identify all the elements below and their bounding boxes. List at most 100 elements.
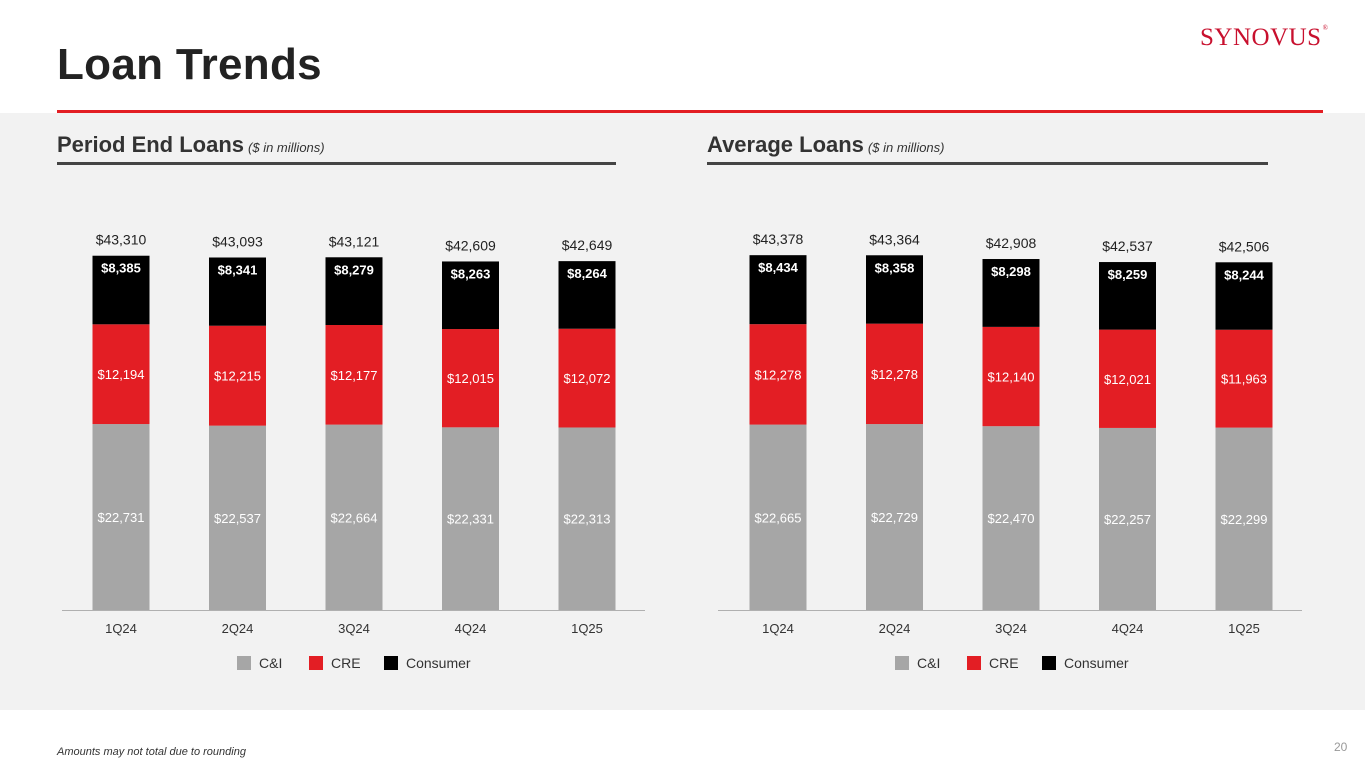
page-title: Loan Trends [57, 40, 322, 89]
period-end-legend-swatch-cni [237, 656, 251, 670]
period-end-legend-swatch-cre [309, 656, 323, 670]
average-tick-1q25: 1Q25 [1228, 621, 1260, 636]
average-bar-consumer-3q24 [982, 259, 1040, 327]
average-label-cni-1q25: $22,299 [1221, 512, 1268, 527]
average-legend-swatch-consumer [1042, 656, 1056, 670]
average-label-cre-2q24: $12,278 [871, 367, 918, 382]
period-end-total-2q24: $43,093 [212, 233, 263, 249]
average-label-cni-1q24: $22,665 [755, 510, 802, 525]
average-header: Average Loans ($ in millions) [707, 132, 1268, 165]
period-end-label-cre-1q25: $12,072 [564, 371, 611, 386]
period-end-bar-consumer-1q24 [92, 255, 150, 325]
period-end-label-cni-1q24: $22,731 [98, 510, 145, 525]
period-end-bar-consumer-2q24 [209, 257, 266, 326]
period-end-label-cni-2q24: $22,537 [214, 511, 261, 526]
period-end-bar-cre-3q24 [325, 325, 383, 425]
average-total-2q24: $43,364 [869, 231, 920, 247]
average-label-cni-4q24: $22,257 [1104, 512, 1151, 527]
average-bar-consumer-1q24 [749, 255, 807, 325]
average-label-cni-2q24: $22,729 [871, 510, 918, 525]
period-end-bar-consumer-1q25 [558, 261, 616, 329]
period-end-title: Period End Loans [57, 132, 245, 157]
period-end-bar-cni-4q24 [442, 427, 499, 610]
period-end-legend-label-consumer: Consumer [406, 655, 471, 671]
average-bar-cni-2q24 [866, 424, 923, 610]
average-label-consumer-1q24: $8,434 [758, 260, 799, 275]
period-end-label-cni-4q24: $22,331 [447, 512, 494, 527]
average-bar-cre-1q24 [749, 324, 807, 425]
average-tick-4q24: 4Q24 [1112, 621, 1144, 636]
period-end-label-cre-3q24: $12,177 [331, 368, 378, 383]
average-bar-consumer-2q24 [866, 255, 923, 324]
period-end-tick-4q24: 4Q24 [455, 621, 487, 636]
average-bar-cni-3q24 [982, 426, 1040, 610]
average-bar-cni-1q24 [749, 424, 807, 610]
period-end-bar-consumer-3q24 [325, 257, 383, 326]
period-end-bar-cni-1q25 [558, 427, 616, 610]
average-legend-swatch-cni [895, 656, 909, 670]
average-total-1q25: $42,506 [1219, 238, 1270, 254]
period-end-header: Period End Loans ($ in millions) [57, 132, 616, 165]
average-bar-cre-2q24 [866, 323, 923, 425]
period-end-subtitle: ($ in millions) [248, 140, 325, 155]
period-end-bar-cre-2q24 [209, 325, 266, 426]
period-end-tick-2q24: 2Q24 [222, 621, 254, 636]
period-end-bar-consumer-4q24 [442, 261, 499, 330]
period-end-label-cni-3q24: $22,664 [331, 510, 378, 525]
average-label-consumer-4q24: $8,259 [1108, 267, 1148, 282]
average-legend-label-cni: C&I [917, 655, 940, 671]
period-end-total-1q24: $43,310 [96, 232, 147, 248]
synovus-logo: Synovus® [1200, 24, 1328, 52]
period-end-label-cre-2q24: $12,215 [214, 369, 261, 384]
average-bar-cni-4q24 [1099, 427, 1156, 610]
average-subtitle: ($ in millions) [867, 140, 945, 155]
period-end-legend-label-cre: CRE [331, 655, 361, 671]
period-end-total-4q24: $42,609 [445, 237, 496, 253]
period-end-label-consumer-1q25: $8,264 [567, 266, 608, 281]
average-label-cni-3q24: $22,470 [988, 511, 1035, 526]
average-tick-3q24: 3Q24 [995, 621, 1027, 636]
average-tick-1q24: 1Q24 [762, 621, 794, 636]
footnote: Amounts may not total due to rounding [57, 746, 246, 758]
period-end-bar-cni-1q24 [92, 424, 150, 610]
period-end-bar-cre-4q24 [442, 329, 499, 428]
average-label-cre-3q24: $12,140 [988, 370, 1035, 385]
average-title: Average Loans [707, 132, 864, 157]
average-total-1q24: $43,378 [753, 231, 804, 247]
average-total-4q24: $42,537 [1102, 238, 1153, 254]
average-label-consumer-1q25: $8,244 [1224, 267, 1265, 282]
average-label-cre-4q24: $12,021 [1104, 372, 1151, 387]
average-total-3q24: $42,908 [986, 235, 1037, 251]
period-end-bar-cre-1q25 [558, 328, 616, 428]
registered-mark: ® [1322, 24, 1329, 32]
average-label-consumer-3q24: $8,298 [991, 264, 1031, 279]
title-rule [57, 110, 1323, 113]
average-bar-cre-4q24 [1099, 329, 1156, 428]
average-tick-2q24: 2Q24 [879, 621, 911, 636]
period-end-tick-3q24: 3Q24 [338, 621, 370, 636]
average-bar-consumer-4q24 [1099, 262, 1156, 330]
period-end-tick-1q24: 1Q24 [105, 621, 137, 636]
average-label-consumer-2q24: $8,358 [875, 260, 915, 275]
average-label-cre-1q24: $12,278 [755, 367, 802, 382]
period-end-label-cre-4q24: $12,015 [447, 371, 494, 386]
period-end-label-consumer-3q24: $8,279 [334, 262, 374, 277]
period-end-tick-1q25: 1Q25 [571, 621, 603, 636]
period-end-legend-swatch-consumer [384, 656, 398, 670]
average-bar-cni-1q25 [1215, 427, 1273, 610]
period-end-label-consumer-1q24: $8,385 [101, 261, 141, 276]
period-end-total-1q25: $42,649 [562, 237, 613, 253]
average-legend-swatch-cre [967, 656, 981, 670]
average-bar-cre-3q24 [982, 326, 1040, 427]
period-end-label-consumer-2q24: $8,341 [218, 262, 258, 277]
average-bar-consumer-1q25 [1215, 262, 1273, 330]
period-end-label-cni-1q25: $22,313 [564, 512, 611, 527]
period-end-label-cre-1q24: $12,194 [98, 367, 145, 382]
period-end-legend-label-cni: C&I [259, 655, 282, 671]
period-end-bar-cni-2q24 [209, 425, 266, 610]
logo-text: Synovus [1200, 24, 1322, 51]
average-legend-label-consumer: Consumer [1064, 655, 1129, 671]
period-end-bar-cre-1q24 [92, 324, 150, 425]
page-number: 20 [1334, 740, 1348, 754]
